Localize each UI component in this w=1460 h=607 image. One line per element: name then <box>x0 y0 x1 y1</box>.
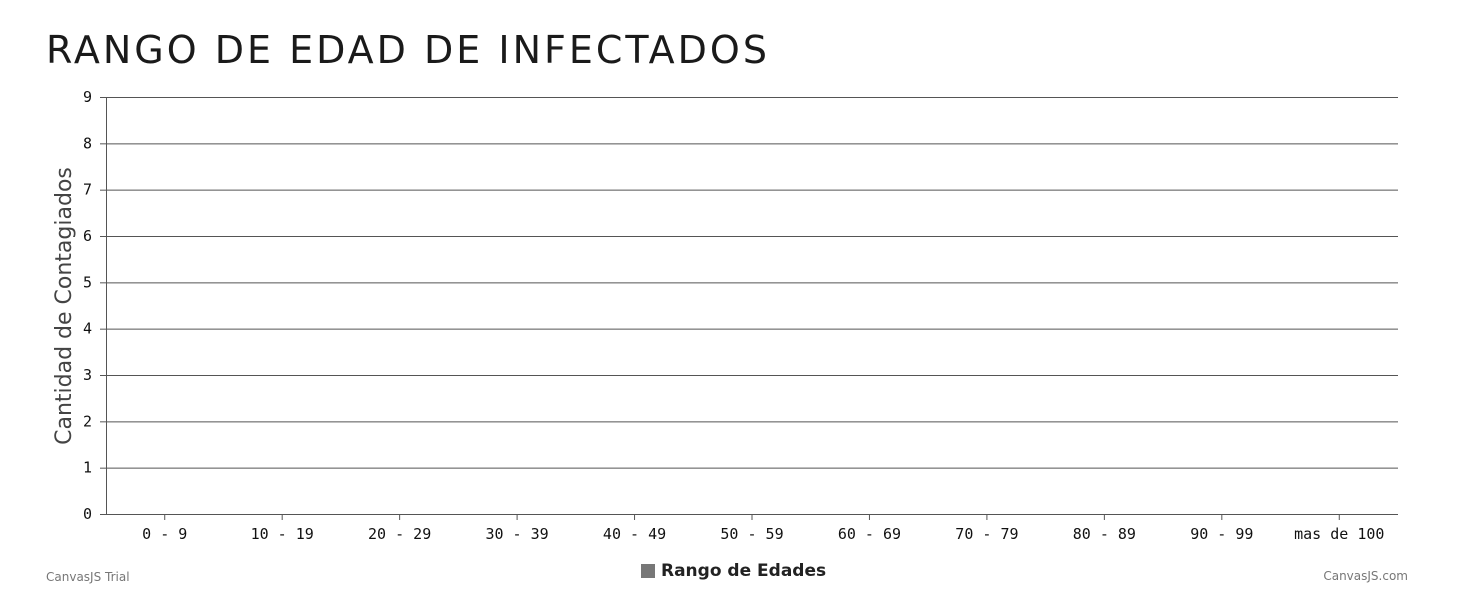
y-tick-label: 3 <box>83 366 92 384</box>
y-tick-label: 2 <box>83 412 92 430</box>
y-tick-label: 9 <box>83 88 92 106</box>
x-tick-label: 30 - 39 <box>485 525 548 543</box>
gridlines <box>106 97 1398 469</box>
x-tick-label: 20 - 29 <box>368 525 431 543</box>
x-tick-label: 90 - 99 <box>1190 525 1253 543</box>
y-tick-label: 0 <box>83 505 92 523</box>
y-axis-ticks: 0 1 2 3 4 5 6 7 8 9 <box>83 88 106 523</box>
y-tick-label: 7 <box>83 181 92 199</box>
legend-marker <box>641 564 655 578</box>
credit-left: CanvasJS Trial <box>46 570 130 584</box>
credit-right[interactable]: CanvasJS.com <box>1323 569 1408 583</box>
x-tick-label: 50 - 59 <box>720 525 783 543</box>
legend[interactable]: Rango de Edades <box>641 561 826 581</box>
x-tick-label: 80 - 89 <box>1073 525 1136 543</box>
x-tick-label: mas de 100 <box>1294 525 1384 543</box>
x-tick-label: 40 - 49 <box>603 525 666 543</box>
y-axis-title: Cantidad de Contagiados <box>52 167 77 445</box>
y-tick-label: 1 <box>83 459 92 477</box>
x-tick-label: 60 - 69 <box>838 525 901 543</box>
x-tick-label: 10 - 19 <box>251 525 314 543</box>
x-axis-ticks: 0 - 9 10 - 19 20 - 29 30 - 39 40 - 49 50 - 59… <box>142 514 1384 543</box>
chart-title: RANGO DE EDAD DE INFECTADOS <box>46 28 770 72</box>
y-tick-label: 6 <box>83 227 92 245</box>
y-tick-label: 5 <box>83 273 92 291</box>
x-tick-label: 70 - 79 <box>955 525 1018 543</box>
y-tick-label: 8 <box>83 134 92 152</box>
y-tick-label: 4 <box>83 320 92 338</box>
legend-label[interactable]: Rango de Edades <box>661 561 826 581</box>
x-tick-label: 0 - 9 <box>142 525 187 543</box>
